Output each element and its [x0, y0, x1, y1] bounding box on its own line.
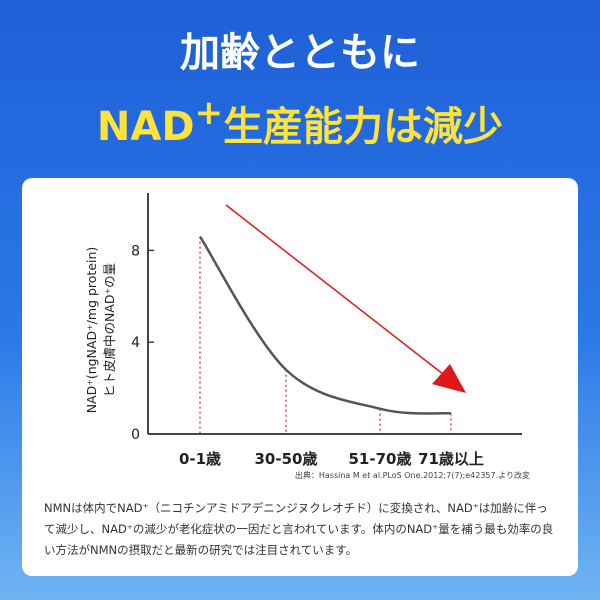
source: 出典：Hassina M et al.PLoS One.2012;7(7);e4…: [295, 470, 530, 480]
title-part: NAD: [97, 104, 195, 150]
y-tick-label: 4: [131, 335, 140, 351]
x-tick-label: 71歳以上: [418, 450, 484, 468]
trend-arrowhead: [432, 364, 466, 393]
title-part: 生産能力は減少: [223, 104, 503, 150]
title-line1: 加齢とともに: [180, 30, 420, 76]
x-tick-label: 0-1歳: [179, 450, 221, 468]
y-label: ヒト皮膚中のNAD⁺の量: [102, 263, 117, 397]
card: [22, 178, 578, 576]
y-tick-label: 0: [131, 427, 140, 443]
title-line2: NAD+生産能力は減少: [97, 93, 503, 150]
data-line: [198, 235, 452, 415]
y-tick-label: 8: [131, 243, 140, 259]
trend-arrow: [225, 204, 449, 379]
y-label: NAD⁺(ngNAD⁺/mg protein): [84, 247, 99, 414]
x-tick-label: 30-50歳: [255, 450, 318, 468]
description: NMNは体内でNAD⁺（ニコチンアミドアデニンジヌクレオチド）に変換され、NAD…: [44, 501, 554, 557]
x-tick-label: 51-70歳: [349, 450, 412, 468]
title-sup: +: [195, 93, 224, 133]
